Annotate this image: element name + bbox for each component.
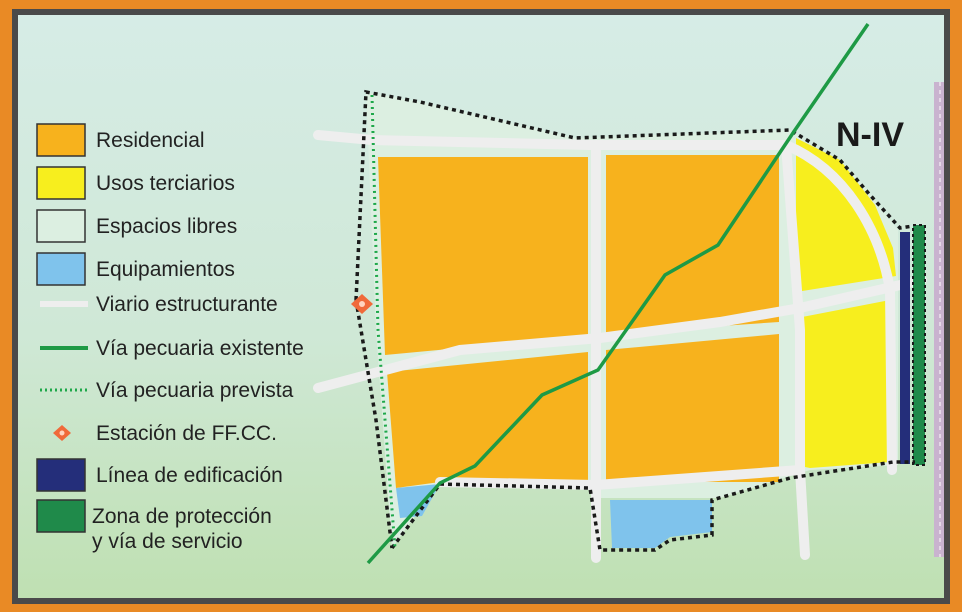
map-legend: Residencial Usos terciarios Espacios libre…: [36, 123, 304, 553]
road-label-n-iv: N-IV: [836, 116, 904, 154]
zona-proteccion-band: [913, 225, 925, 465]
legend-swatch-equipamientos: [36, 252, 86, 286]
legend-item-estacion-ffcc: Estación de FF.CC.: [53, 422, 277, 445]
legend-label-linea-edificacion: Línea de edificación: [96, 464, 283, 487]
legend-label-viario-estructurante: Viario estructurante: [96, 293, 278, 316]
via-pecuaria-existente-route: [366, 23, 870, 565]
viario-estructurante-roads: [313, 130, 927, 563]
legend-swatch-residencial: [36, 123, 86, 157]
via-pecuaria-prevista-route: [370, 94, 397, 549]
usos-terciarios-south: [797, 300, 890, 468]
residencial-block-ne: [606, 155, 779, 334]
sector-boundary: [354, 89, 915, 552]
legend-label2-zona-proteccion: y vía de servicio: [92, 530, 243, 553]
map-panel: N-IV Residencial Usos terciarios Espacios …: [12, 9, 950, 604]
legend-item-residencial: Residencial: [36, 123, 205, 157]
legend-item-equipamientos: Equipamientos: [36, 252, 235, 286]
legend-item-via-pecuaria-prevista: Vía pecuaria prevista: [40, 379, 294, 402]
legend-label-usos-terciarios: Usos terciarios: [96, 172, 235, 195]
legend-label-via-pecuaria-prevista: Vía pecuaria prevista: [96, 379, 294, 402]
legend-label-via-pecuaria-existente: Vía pecuaria existente: [96, 337, 304, 360]
legend-label-residencial: Residencial: [96, 129, 205, 152]
usos-terciarios-north: [796, 138, 896, 292]
legend-label-zona-proteccion: Zona de protección: [92, 505, 272, 528]
legend-item-via-pecuaria-existente: Vía pecuaria existente: [40, 337, 304, 360]
legend-label-estacion-ffcc: Estación de FF.CC.: [96, 422, 277, 445]
land-use-map: N-IV Residencial Usos terciarios Espacios …: [36, 23, 944, 565]
highway-n-iv: [934, 82, 944, 557]
legend-item-espacios-libres: Espacios libres: [36, 209, 237, 243]
linea-edificacion-band: [900, 232, 910, 464]
residencial-block-sw: [387, 352, 588, 488]
legend-swatch-usos-terciarios: [36, 166, 86, 200]
equipamiento-south: [610, 500, 712, 548]
estacion-ffcc-marker: [351, 294, 373, 314]
residencial-block-se: [606, 334, 779, 482]
equipamiento-southwest: [396, 484, 440, 518]
legend-label-espacios-libres: Espacios libres: [96, 215, 237, 238]
legend-item-usos-terciarios: Usos terciarios: [36, 166, 235, 200]
legend-swatch-linea-edificacion: [36, 458, 86, 492]
legend-swatch-zona-proteccion: [36, 499, 86, 533]
legend-swatch-espacios-libres: [36, 209, 86, 243]
legend-label-equipamientos: Equipamientos: [96, 258, 235, 281]
residencial-block-nw: [378, 157, 588, 355]
legend-item-linea-edificacion: Línea de edificación: [36, 458, 283, 492]
highway-lane-marks: [939, 82, 941, 557]
legend-item-viario-estructurante: Viario estructurante: [40, 293, 278, 316]
